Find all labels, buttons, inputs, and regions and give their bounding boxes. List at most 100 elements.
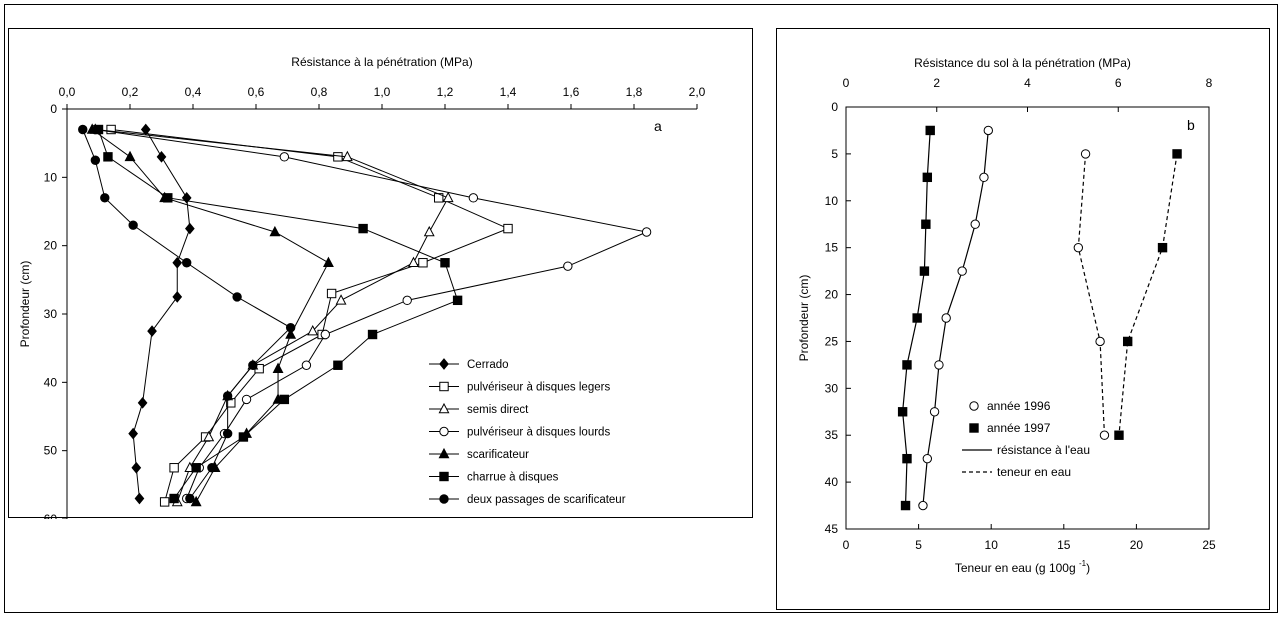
y-tick-label: 35 — [825, 428, 839, 442]
top-axis-title: Résistance du sol à la pénétration (MPa) — [914, 56, 1131, 70]
series-line-1 — [111, 129, 510, 503]
data-point-1-10 — [169, 463, 179, 473]
data-point-3-6 — [320, 329, 330, 340]
legend-marker-0 — [439, 358, 449, 370]
data-point-1-5 — [326, 288, 337, 299]
legend-b-marker-1 — [969, 423, 979, 433]
data-point-5-5 — [452, 295, 463, 306]
legend-b-label-2: résistance à l'eau — [997, 443, 1090, 457]
chart-panel-b: 0 2 4 6 8 0 5 10 15 20 25 0 5 10 15 20 25 30 35 40 45 Résista… — [776, 28, 1270, 610]
data-point-0-8 — [128, 427, 139, 440]
series-b-line-2 — [1077, 153, 1106, 436]
top-x-tick-label: 2 — [933, 76, 940, 90]
series-b-2 — [1073, 149, 1110, 440]
y-tick-label: 0 — [50, 102, 57, 116]
data-point-4-3 — [269, 225, 281, 237]
y-tick-label: 50 — [44, 444, 58, 458]
data-point-5-7 — [333, 360, 343, 370]
data-point-0-10 — [134, 492, 145, 505]
y-axis-title: Profondeur (cm) — [797, 275, 811, 362]
series-line-2 — [95, 129, 449, 503]
x-tick-label: 1,4 — [500, 85, 517, 99]
panel-label: b — [1187, 117, 1195, 133]
data-point-b-1-2 — [970, 219, 980, 229]
top-x-tick-label: 8 — [1206, 76, 1213, 90]
panel-label: a — [654, 118, 662, 134]
series-line-0 — [132, 129, 191, 499]
data-point-6-6 — [285, 322, 296, 333]
data-point-6-4 — [182, 258, 192, 268]
data-point-6-9 — [222, 428, 233, 439]
y-tick-label: 10 — [44, 170, 58, 184]
data-point-5-2 — [163, 193, 173, 203]
x-tick-label: 0,6 — [248, 85, 265, 99]
series-0 — [128, 123, 195, 505]
data-point-1-4 — [418, 258, 428, 268]
data-point-1-0 — [106, 124, 116, 135]
data-point-2-6 — [307, 324, 319, 336]
data-point-b-1-3 — [957, 266, 967, 276]
data-point-b-3-0 — [1172, 149, 1182, 159]
data-point-5-1 — [103, 152, 113, 162]
data-point-b-0-4 — [912, 313, 922, 323]
legend-label-3: pulvériseur à disques lourds — [467, 427, 610, 439]
data-point-b-2-3 — [1099, 430, 1110, 440]
series-1 — [106, 124, 513, 507]
data-point-b-0-1 — [922, 172, 933, 183]
data-point-3-2 — [468, 193, 479, 203]
y-axis-title: Profondeur (cm) — [18, 261, 32, 348]
data-point-0-5 — [172, 291, 183, 303]
data-point-3-1 — [279, 152, 290, 162]
x-axis-title: Teneur en eau (g 100g -1) — [955, 559, 1090, 575]
data-point-b-1-6 — [929, 407, 940, 417]
legend-marker-3 — [439, 426, 449, 437]
legend-b-label-0: année 1996 — [987, 399, 1051, 413]
figure-frame — [4, 4, 1278, 613]
series-b-1 — [918, 125, 993, 511]
x-tick-label: 15 — [1057, 538, 1071, 552]
x-tick-label: 0,2 — [122, 85, 139, 99]
data-point-5-9 — [238, 432, 249, 442]
data-point-2-4 — [408, 256, 419, 268]
y-tick-label: 20 — [825, 288, 839, 302]
data-point-b-0-6 — [897, 407, 908, 417]
data-point-b-1-5 — [934, 360, 944, 370]
x-tick-label: 20 — [1130, 538, 1144, 552]
data-point-b-3-1 — [1157, 242, 1168, 253]
data-point-5-0 — [93, 124, 104, 135]
x-tick-label: 0,4 — [185, 85, 202, 99]
y-tick-label: 40 — [44, 375, 58, 389]
x-tick-label: 1,8 — [626, 85, 643, 99]
series-line-5 — [98, 129, 459, 499]
data-point-0-3 — [184, 222, 195, 235]
legend-label-1: pulvériseur à disques legers — [467, 382, 610, 394]
data-point-2-9 — [203, 430, 215, 442]
data-point-b-2-1 — [1073, 242, 1084, 253]
x-axis-title-sup: -1 — [1079, 559, 1087, 568]
data-point-b-0-3 — [919, 266, 930, 276]
chart-b-svg: 0 2 4 6 8 0 5 10 15 20 25 0 5 10 15 20 25 30 35 40 45 Résista… — [797, 56, 1216, 575]
data-point-5-6 — [367, 329, 378, 340]
y-tick-label: 20 — [44, 239, 58, 253]
series-line-6 — [82, 129, 292, 499]
data-point-b-0-5 — [902, 360, 912, 370]
y-tick-label: 30 — [44, 307, 58, 321]
x-tick-label: 0,0 — [59, 85, 76, 99]
x-tick-label: 2,0 — [689, 85, 706, 99]
series-b-line-1 — [922, 130, 989, 506]
data-point-6-10 — [207, 463, 217, 473]
series-6 — [78, 124, 296, 504]
data-point-6-8 — [222, 391, 233, 401]
legend-label-5: charrue à disques — [467, 472, 559, 484]
data-point-2-5 — [335, 294, 347, 305]
data-point-5-11 — [169, 493, 179, 504]
legend-label-6: deux passages de scarificateur — [467, 494, 626, 506]
data-point-0-1 — [156, 151, 167, 163]
data-point-0-4 — [172, 256, 183, 269]
data-point-3-3 — [641, 227, 652, 237]
data-point-5-8 — [279, 394, 290, 405]
y-tick-label: 30 — [825, 381, 839, 395]
x-tick-label: 0 — [843, 538, 850, 552]
x-tick-label: 1,6 — [563, 85, 580, 99]
data-point-4-10 — [190, 495, 202, 507]
